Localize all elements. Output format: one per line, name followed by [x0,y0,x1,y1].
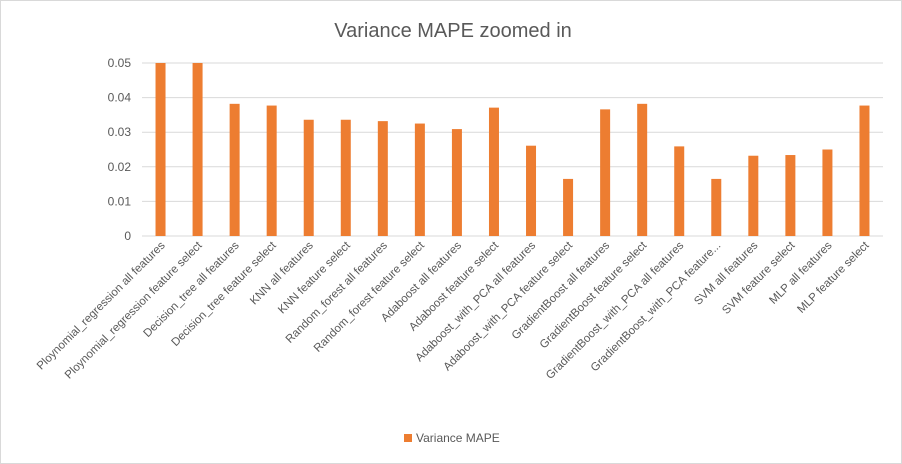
y-tick-label: 0.02 [108,160,132,174]
x-category-label: MLP feature select [795,239,872,316]
bar [303,119,314,236]
y-axis-tick-labels: 0 0.01 0.02 0.03 0.04 0.05 [108,56,132,243]
x-category-label: KNN feature select [276,239,353,316]
bar [451,129,462,236]
bar [192,63,203,236]
x-category-label: KNN all features [248,239,316,307]
x-axis-category-labels: Ploynomial_regression all featuresPloyno… [35,239,872,382]
x-category-label: SVM all features [692,239,760,307]
y-tick-label: 0.04 [108,91,132,105]
bar [155,63,166,236]
bar [229,103,240,236]
y-tick-label: 0.01 [108,194,132,208]
x-category-label: Ploynomial_regression feature select [63,239,205,381]
bar [414,123,425,236]
legend-label: Variance MAPE [416,431,500,445]
legend-swatch [404,434,412,442]
x-category-label: GradientBoost_with_PCA all features [544,239,686,381]
x-category-label: Adaboost_with_PCA feature select [441,239,575,373]
bar [563,178,574,236]
bar [674,146,685,236]
chart-title: Variance MAPE zoomed in [334,20,572,42]
y-tick-label: 0.03 [108,125,132,139]
bar [748,155,759,236]
x-category-label: GradientBoost_with_PCA feature... [589,240,724,375]
x-category-label: MLP all features [767,239,834,306]
bar [266,105,277,236]
y-tick-label: 0 [124,229,131,243]
bars [155,63,870,236]
bar [600,109,611,236]
x-category-label: Ploynomial_regression all features [35,239,168,372]
bar [637,103,648,236]
gridlines [142,62,883,237]
bar [526,145,537,236]
bar [785,155,796,236]
bar [340,119,351,236]
bar [488,107,499,236]
bar [859,105,870,236]
legend: Variance MAPE [404,431,500,445]
bar [822,149,833,236]
bar [377,121,388,236]
y-tick-label: 0.05 [108,56,132,70]
bar [711,178,722,236]
